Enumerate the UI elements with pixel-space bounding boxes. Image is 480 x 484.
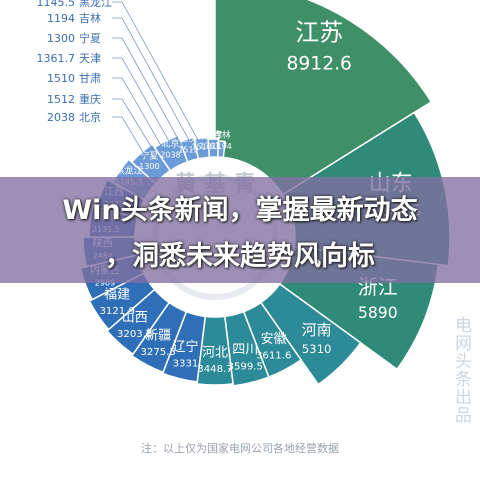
- leader-line-1: [112, 17, 191, 143]
- rose-segment-11: [217, 140, 226, 159]
- segment-value-13: 1510: [191, 143, 211, 152]
- segment-value-16: 1300: [139, 162, 159, 171]
- segment-value-10: 3121.9: [99, 306, 134, 317]
- chart-watermark: 电网头条出品: [451, 316, 471, 424]
- leader-line-6: [112, 116, 151, 165]
- outside-value-1: 1194: [47, 12, 75, 25]
- segment-value-14: 1512: [178, 145, 198, 154]
- leader-line-0: [112, 1, 199, 141]
- outside-name-4: 甘肃: [79, 72, 101, 85]
- outside-value-5: 1512: [47, 93, 75, 106]
- segment-name-7: 辽宁: [172, 339, 198, 355]
- outside-name-0: 黑龙江: [79, 0, 112, 9]
- segment-name-8: 新疆: [145, 327, 171, 343]
- outside-value-2: 1300: [47, 32, 75, 45]
- segment-name-9: 山西: [122, 311, 148, 326]
- segment-value-7: 3331: [173, 358, 199, 369]
- outside-name-5: 重庆: [79, 92, 101, 106]
- leader-line-5: [112, 98, 159, 159]
- segment-name-10: 福建: [104, 287, 130, 302]
- segment-value-2: 5890: [358, 304, 398, 322]
- segment-value-8: 3275.5: [140, 347, 175, 358]
- headline-banner: [0, 177, 480, 283]
- segment-value-11: 1194: [212, 142, 232, 151]
- outside-name-6: 北京: [79, 110, 101, 124]
- segment-name-3: 河南: [302, 321, 332, 339]
- segment-value-21: 2989: [95, 279, 115, 288]
- segment-name-12: 天津: [204, 130, 222, 141]
- outside-value-3: 1361.7: [37, 52, 76, 65]
- rose-segment-3: [259, 282, 362, 386]
- segment-name-0: 江苏: [295, 19, 343, 47]
- rose-segment-0: [214, 0, 433, 196]
- banner-subheadline: ，洞悉未来趋势风向标: [105, 241, 375, 272]
- segment-value-5: 3599.5: [228, 361, 263, 372]
- segment-name-6: 河北: [202, 345, 228, 360]
- leader-line-2: [112, 37, 183, 147]
- segment-value-15: 2038: [160, 150, 180, 159]
- segment-value-4: 3611.6: [256, 350, 291, 361]
- segment-value-0: 8912.6: [287, 53, 352, 74]
- outside-name-3: 天津: [79, 52, 101, 65]
- segment-name-11: 吉林: [213, 129, 231, 141]
- outside-value-4: 1510: [47, 72, 75, 85]
- outside-value-6: 2038: [47, 111, 75, 124]
- segment-name-17: 黑龙江: [115, 165, 142, 177]
- segment-value-3: 5310: [302, 342, 332, 356]
- segment-name-5: 四川: [232, 343, 258, 358]
- outside-name-2: 宁夏: [79, 31, 101, 45]
- segment-name-4: 安徽: [261, 332, 287, 347]
- banner-headline: Win头条新闻，掌握最新动态: [62, 195, 418, 226]
- segment-name-16: 宁夏: [140, 149, 158, 161]
- outside-name-1: 吉林: [79, 11, 101, 25]
- source-note: 注：以上仅为国家电网公司各地经营数据: [141, 442, 339, 455]
- leader-line-3: [112, 57, 175, 151]
- segment-value-9: 3203.3: [117, 329, 152, 340]
- segment-value-6: 3448.7: [197, 364, 232, 375]
- segment-value-12: 1361.7: [199, 142, 227, 151]
- outside-value-0: 1145.5: [37, 0, 76, 9]
- leader-line-4: [112, 77, 167, 155]
